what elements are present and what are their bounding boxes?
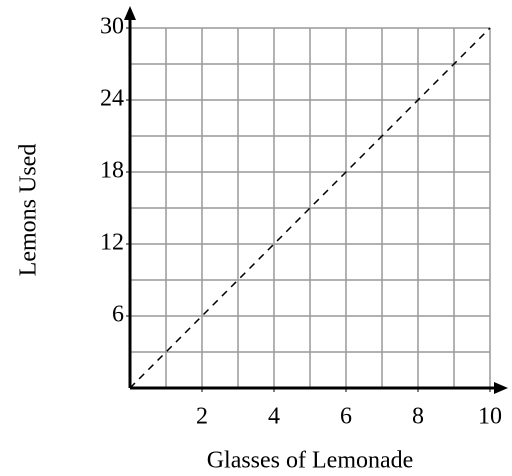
x-axis-label: Glasses of Lemonade (207, 448, 414, 474)
x-tick-label: 4 (268, 404, 280, 430)
y-tick-label: 18 (100, 158, 124, 184)
y-tick-label: 6 (112, 302, 124, 328)
x-tick-label: 8 (412, 404, 424, 430)
y-tick-label: 24 (100, 86, 124, 112)
y-axis-arrow (124, 6, 136, 20)
y-tick-label: 30 (100, 14, 124, 40)
line (129, 27, 491, 389)
x-axis-arrow (494, 382, 508, 394)
y-axis-label: Lemons Used (16, 144, 42, 277)
x-tick-label: 6 (340, 404, 352, 430)
y-tick-label: 12 (100, 230, 124, 256)
x-tick-label: 10 (478, 404, 502, 430)
x-tick-label: 2 (196, 404, 208, 430)
